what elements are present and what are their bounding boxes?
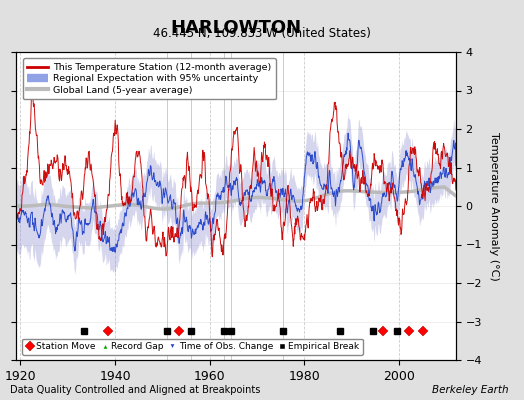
Text: Berkeley Earth: Berkeley Earth	[432, 385, 508, 395]
Text: Data Quality Controlled and Aligned at Breakpoints: Data Quality Controlled and Aligned at B…	[10, 385, 261, 395]
Title: HARLOWTON: HARLOWTON	[170, 18, 301, 36]
Text: 46.445 N, 109.833 W (United States): 46.445 N, 109.833 W (United States)	[153, 28, 371, 40]
Legend: Station Move, Record Gap, Time of Obs. Change, Empirical Break: Station Move, Record Gap, Time of Obs. C…	[23, 339, 363, 355]
Y-axis label: Temperature Anomaly (°C): Temperature Anomaly (°C)	[489, 132, 499, 280]
